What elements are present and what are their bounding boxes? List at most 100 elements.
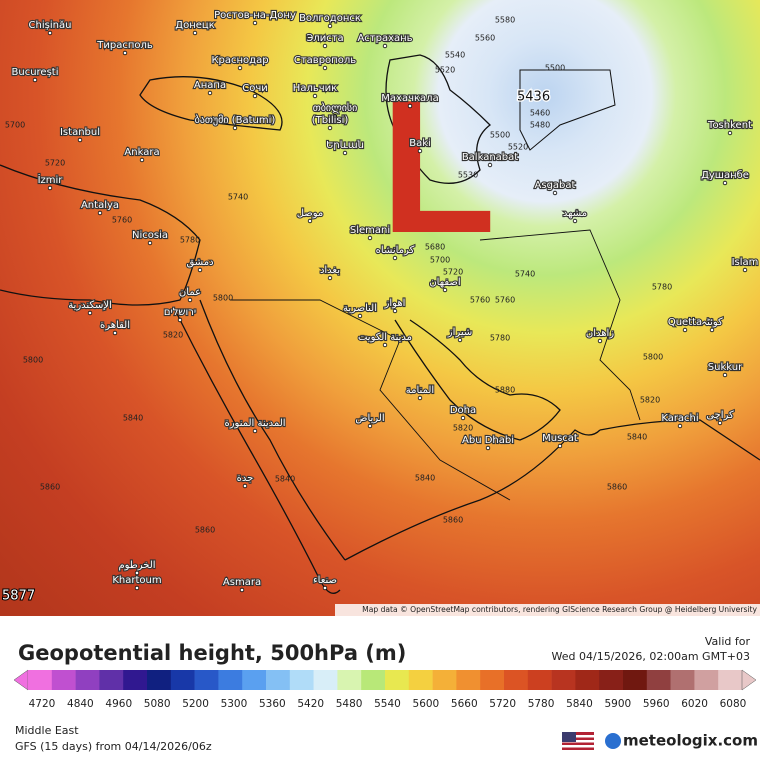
corner-value: 5877 — [2, 589, 35, 604]
city-label: Abu Dhabi — [462, 435, 514, 446]
contour-label: 5680 — [425, 243, 445, 252]
city-label: Doha — [450, 405, 476, 416]
colorbar-segment — [718, 670, 743, 690]
contour-label: 5580 — [495, 16, 515, 25]
contour-label: 5760 — [112, 216, 132, 225]
colorbar-segment — [28, 670, 53, 690]
city-label: Երևան — [326, 140, 364, 151]
low-value: 5436 — [517, 90, 550, 105]
city-label: Asgabat — [535, 180, 576, 191]
contour-label: 5860 — [443, 516, 463, 525]
colorbar-segment — [99, 670, 124, 690]
colorbar-segment — [289, 670, 314, 690]
contour-label: 5780 — [180, 236, 200, 245]
city-dot — [177, 317, 183, 323]
city-label: Istanbul — [60, 127, 100, 138]
city-label: Нальчик — [293, 83, 337, 94]
colorbar-tick-label: 5540 — [374, 698, 401, 710]
colorbar-segment — [337, 670, 362, 690]
city-label: Тирасполь — [96, 40, 153, 51]
coastlines — [0, 54, 760, 594]
contour-label: 5700 — [430, 256, 450, 265]
logo-icon — [605, 733, 621, 749]
contour-label: 5840 — [627, 433, 647, 442]
city-dot — [134, 570, 140, 576]
contour-label: 5560 — [475, 34, 495, 43]
city-dot — [332, 113, 338, 119]
colorbar-segment — [670, 670, 695, 690]
city-label: صنعاء — [313, 575, 337, 586]
contour-label: 5500 — [545, 64, 565, 73]
colorbar-tick-label: 5420 — [297, 698, 324, 710]
city-label: Ростов-на-Дону — [214, 10, 296, 21]
contour-label: 5520 — [508, 143, 528, 152]
colorbar-segment — [51, 670, 76, 690]
city-dot — [322, 43, 328, 49]
city-label: Chișinău — [29, 20, 72, 31]
contour-label: 5860 — [607, 483, 627, 492]
city-dot — [485, 445, 491, 451]
contour-label: 5720 — [45, 159, 65, 168]
colorbar-segment — [456, 670, 481, 690]
contour-label: 5800 — [213, 294, 233, 303]
city-label: Анапа — [194, 80, 226, 91]
colorbar-segment — [266, 670, 291, 690]
colorbar-segment — [385, 670, 410, 690]
city-dot — [252, 428, 258, 434]
contour-label: 5840 — [415, 474, 435, 483]
city-dot — [237, 65, 243, 71]
contour-label: 5530 — [458, 171, 478, 180]
colorbar-segment — [75, 670, 100, 690]
colorbar-tick-label: 5780 — [528, 698, 555, 710]
attribution-bg — [335, 604, 760, 616]
city-dot — [457, 337, 463, 343]
colorbar-segment — [623, 670, 648, 690]
city-label: Nicosia — [132, 230, 168, 241]
contour-label: 5480 — [530, 121, 550, 130]
city-dot — [139, 157, 145, 163]
city-label: الإسكندرية — [68, 300, 112, 311]
city-label: دمشق — [186, 257, 213, 268]
city-dot — [709, 327, 715, 333]
city-label: Muscat — [542, 433, 578, 444]
city-dot — [417, 148, 423, 154]
city-label: موصل — [297, 208, 324, 219]
colorbar-tick-label: 6080 — [720, 698, 747, 710]
colorbar: 4720 4840 4960 5080 5200 5300 5360 5420 5480 5540… — [13, 669, 757, 710]
colorbar-segment — [599, 670, 624, 690]
colorbar-tick-label: 5600 — [413, 698, 440, 710]
city-dot — [407, 103, 413, 109]
city-dot — [677, 423, 683, 429]
city-label: İzmir — [38, 173, 64, 186]
colorbar-tick-label: 5660 — [451, 698, 478, 710]
city-label: کراچی — [706, 410, 734, 421]
city-dot — [357, 313, 363, 319]
city-dot — [322, 65, 328, 71]
colorbar-tick-label: 5080 — [144, 698, 171, 710]
city-label: عمان — [179, 287, 201, 298]
city-label: Karachi — [661, 413, 698, 424]
legend: Geopotential height, 500hPa (m) Valid fo… — [13, 635, 758, 753]
city-dot — [742, 267, 748, 273]
city-dot — [87, 310, 93, 316]
city-label: Сочи — [242, 83, 268, 94]
city-dot — [392, 255, 398, 261]
colorbar-segment — [551, 670, 576, 690]
city-label: الناصرية — [343, 303, 377, 314]
city-label: بغداد — [320, 265, 340, 276]
colorbar-tick-label: 5200 — [182, 698, 209, 710]
city-dot — [442, 287, 448, 293]
city-label: شيراز — [447, 327, 473, 338]
city-dot — [187, 297, 193, 303]
contour-label: 5780 — [652, 283, 672, 292]
contour-label: 5860 — [195, 526, 215, 535]
contour-label: 5700 — [5, 121, 25, 130]
colorbar-tick-label: 5360 — [259, 698, 286, 710]
contour-label: 5520 — [435, 66, 455, 75]
flag — [562, 732, 594, 750]
city-label: Balkanabat — [462, 152, 518, 163]
city-dot — [327, 125, 333, 131]
colorbar-segment — [361, 670, 386, 690]
colorbar-tick-label: 5480 — [336, 698, 363, 710]
